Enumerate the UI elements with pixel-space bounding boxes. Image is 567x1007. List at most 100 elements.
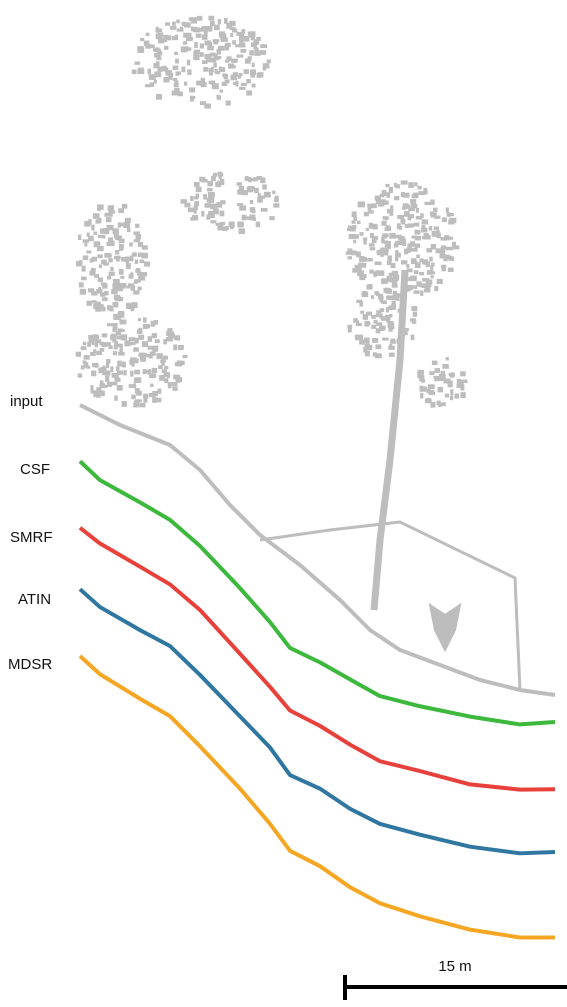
canopy-point <box>132 358 139 364</box>
canopy-point <box>440 370 445 376</box>
canopy-point <box>396 338 404 344</box>
canopy-point <box>408 182 414 189</box>
canopy-point <box>403 211 410 217</box>
canopy-point <box>106 381 113 387</box>
canopy-point <box>137 318 141 322</box>
canopy-point <box>421 378 426 383</box>
canopy-point <box>108 271 115 276</box>
canopy-point <box>88 235 94 242</box>
canopy-point <box>83 362 89 368</box>
canopy-point <box>373 319 378 324</box>
canopy-point <box>447 236 454 240</box>
canopy-point <box>460 392 466 399</box>
canopy-point <box>140 358 146 362</box>
canopy-point <box>389 339 396 344</box>
canopy-point <box>426 279 433 285</box>
canopy-point <box>133 280 138 284</box>
canopy-point <box>110 366 114 373</box>
canopy-point <box>92 213 100 219</box>
canopy-point <box>411 235 418 239</box>
canopy-point <box>94 364 99 368</box>
canopy-point <box>400 312 406 318</box>
canopy-point <box>119 319 127 325</box>
canopy-point <box>99 341 105 346</box>
canopy-point <box>426 270 433 275</box>
canopy-point <box>236 54 244 58</box>
canopy-point <box>93 241 101 248</box>
canopy-point <box>366 284 373 290</box>
canopy-point <box>77 373 83 378</box>
canopy-point <box>238 42 246 48</box>
canopy-point <box>440 247 446 252</box>
canopy-point <box>431 401 436 408</box>
canopy-point <box>87 288 95 293</box>
canopy-point <box>137 286 142 291</box>
canopy-point <box>175 60 179 64</box>
canopy-point <box>115 296 122 302</box>
canopy-point <box>446 255 452 259</box>
canopy-point <box>193 208 197 214</box>
canopy-point <box>204 203 211 208</box>
canopy-point <box>254 50 261 56</box>
ground-profile <box>78 587 556 856</box>
canopy-point <box>178 360 185 366</box>
canopy-point <box>269 216 275 221</box>
canopy-point <box>194 27 201 33</box>
canopy-point <box>135 234 142 240</box>
canopy-point <box>167 374 171 378</box>
canopy-point <box>217 56 222 60</box>
canopy-point <box>167 335 173 340</box>
canopy-point <box>360 310 365 314</box>
canopy-point <box>243 69 249 75</box>
canopy-point <box>121 203 128 209</box>
canopy-point <box>384 244 392 249</box>
canopy-point <box>139 259 145 264</box>
canopy-point <box>260 177 266 184</box>
scale-label: 15 m <box>438 958 471 975</box>
canopy-point <box>365 311 373 316</box>
canopy-point <box>249 69 257 75</box>
canopy-point <box>83 355 90 360</box>
canopy-point <box>419 272 425 276</box>
canopy-point <box>176 376 181 383</box>
canopy-point <box>180 199 187 204</box>
canopy-point <box>106 358 111 364</box>
canopy-point <box>210 204 217 210</box>
canopy-point <box>246 177 252 181</box>
canopy-point <box>203 30 208 36</box>
canopy-point <box>140 38 145 42</box>
canopy-point <box>384 227 392 232</box>
canopy-point <box>426 389 431 394</box>
canopy-point <box>187 69 192 76</box>
canopy-point <box>437 387 444 393</box>
canopy-point <box>349 228 356 232</box>
canopy-point <box>356 299 363 304</box>
canopy-point <box>224 226 229 230</box>
canopy-point <box>195 186 202 193</box>
canopy-point <box>431 262 435 267</box>
canopy-point <box>112 381 118 386</box>
canopy-point <box>91 291 98 296</box>
canopy-point <box>382 216 389 220</box>
canopy-point <box>413 290 420 294</box>
canopy-point <box>441 264 447 269</box>
canopy-point <box>357 201 365 208</box>
canopy-point <box>128 341 136 346</box>
canopy-point <box>156 353 163 360</box>
canopy-point <box>108 208 113 213</box>
canopy-point <box>78 282 84 288</box>
canopy-point <box>195 193 200 199</box>
canopy-point <box>126 263 131 270</box>
canopy-point <box>447 383 453 388</box>
canopy-point <box>395 256 399 262</box>
canopy-point <box>388 305 393 310</box>
canopy-point <box>428 384 435 390</box>
canopy-point <box>93 349 97 354</box>
canopy-point <box>259 195 265 199</box>
canopy-point <box>86 300 92 306</box>
canopy-point <box>163 77 170 83</box>
canopy-point <box>420 392 424 399</box>
ground-profile <box>78 654 556 940</box>
canopy-point <box>379 308 385 313</box>
canopy-point <box>120 222 128 227</box>
